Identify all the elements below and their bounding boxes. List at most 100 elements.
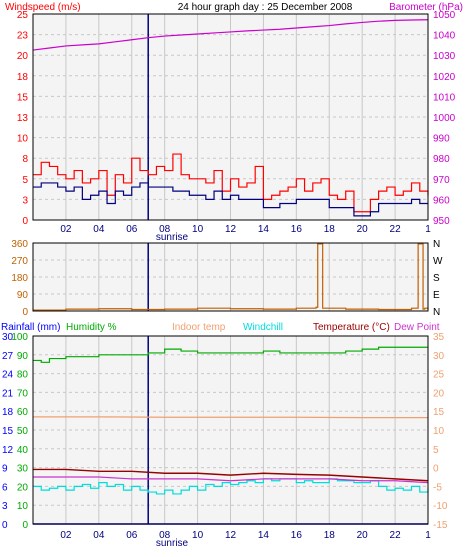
barometer-tick-label: 1030	[433, 51, 456, 62]
direction-degrees-tick-label: 270	[11, 256, 28, 267]
temperature-x-tick-label: 12	[225, 530, 237, 541]
direction-degrees-tick-label: 180	[11, 273, 28, 284]
humidity-tick-label: 60	[17, 407, 29, 418]
panel-frames	[32, 13, 429, 525]
legend-humidity: Humidity %	[66, 322, 117, 333]
barometer-tick-label: 990	[433, 134, 450, 145]
temperature-tick-label: 25	[433, 370, 445, 381]
humidity-tick-label: 80	[17, 370, 29, 381]
barometer-line	[32, 19, 429, 51]
temperature-x-tick-label: 02	[60, 530, 72, 541]
rainfall-tick-label: 3	[2, 501, 8, 512]
temperature-x-tick-label: 1	[425, 530, 431, 541]
wind-x-tick-label: 02	[60, 224, 72, 235]
temperature-x-tick-label: 14	[258, 530, 270, 541]
temperature-x-tick-label: 06	[126, 530, 138, 541]
wind-average-line	[33, 182, 428, 217]
barometer-tick-label: 980	[433, 154, 450, 165]
temperature-tick-label: 20	[433, 388, 445, 399]
legend-indoor-temp: Indoor temp	[172, 322, 226, 333]
direction-compass-tick-label: N	[433, 307, 440, 318]
chart-title: 24 hour graph day : 25 December 2008	[178, 2, 353, 13]
direction-compass-tick-label: N	[433, 239, 440, 250]
barometer-tick-label: 950	[433, 216, 450, 227]
rainfall-tick-label: 6	[2, 482, 8, 493]
sunrise-label-top: sunrise	[156, 232, 189, 243]
direction-compass-tick-label: S	[433, 273, 440, 284]
sunrise-label-bottom: sunrise	[156, 538, 189, 549]
direction-compass-tick-label: E	[433, 290, 440, 301]
temperature-x-tick-label: 04	[93, 530, 105, 541]
barometer-tick-label: 1020	[433, 72, 456, 83]
ylabel-barometer: Barometer (hPa)	[389, 2, 463, 13]
rainfall-tick-label: 15	[2, 426, 14, 437]
temperature-x-tick-label: 08	[159, 530, 171, 541]
temperature-panel-frame	[32, 335, 429, 525]
wind-x-tick-label: 06	[126, 224, 138, 235]
wind-gust-line	[33, 153, 429, 213]
temperature-tick-label: -10	[433, 501, 448, 512]
windspeed-tick-label: 8	[22, 154, 28, 165]
windspeed-tick-label: 23	[17, 31, 29, 42]
windspeed-tick-label: 18	[17, 72, 29, 83]
temperature-line	[33, 468, 429, 482]
barometer-tick-label: 970	[433, 175, 450, 186]
temperature-tick-label: 5	[433, 445, 439, 456]
temperature-tick-label: -15	[433, 520, 448, 531]
rainfall-tick-label: 9	[2, 464, 8, 475]
direction-panel-frame	[32, 242, 429, 312]
temperature-tick-label: 10	[433, 426, 445, 437]
wind-x-tick-label: 18	[324, 224, 336, 235]
temperature-tick-label: 15	[433, 407, 445, 418]
temperature-tick-label: 30	[433, 351, 445, 362]
humidity-tick-label: 100	[11, 332, 28, 343]
rainfall-tick-label: 12	[2, 445, 14, 456]
barometer-tick-label: 1010	[433, 92, 456, 103]
barometer-tick-label: 960	[433, 195, 450, 206]
rainfall-tick-label: 0	[2, 520, 8, 531]
temperature-tick-label: -5	[433, 482, 442, 493]
windspeed-tick-label: 3	[22, 195, 28, 206]
humidity-tick-label: 10	[17, 501, 29, 512]
humidity-tick-label: 0	[22, 520, 28, 531]
barometer-tick-label: 1040	[433, 31, 456, 42]
wind-x-tick-label: 1	[425, 224, 431, 235]
rainfall-tick-label: 24	[2, 370, 14, 381]
ylabel-windspeed: Windspeed (m/s)	[5, 2, 81, 13]
dew-point-line	[33, 476, 429, 484]
humidity-tick-label: 50	[17, 426, 29, 437]
rainfall-tick-label: 18	[2, 407, 14, 418]
wind-x-tick-label: 10	[192, 224, 204, 235]
legend-temperature: Temperature (°C)	[313, 322, 390, 333]
wind-x-tick-label: 16	[291, 224, 303, 235]
humidity-tick-label: 20	[17, 482, 29, 493]
rainfall-tick-label: 27	[2, 351, 14, 362]
direction-compass-tick-label: W	[433, 256, 443, 267]
windchill-line	[33, 478, 429, 495]
windspeed-tick-label: 25	[17, 10, 29, 21]
windspeed-tick-label: 15	[17, 92, 29, 103]
windspeed-tick-label: 20	[17, 51, 29, 62]
direction-degrees-tick-label: 360	[11, 239, 28, 250]
wind-x-tick-label: 04	[93, 224, 105, 235]
humidity-tick-label: 30	[17, 464, 29, 475]
humidity-tick-label: 70	[17, 388, 29, 399]
direction-degrees-tick-label: 0	[22, 307, 28, 318]
legend-dew-point: Dew Point	[394, 322, 440, 333]
temperature-x-tick-label: 18	[324, 530, 336, 541]
humidity-line	[33, 346, 428, 363]
barometer-tick-label: 1000	[433, 113, 456, 124]
humidity-tick-label: 40	[17, 445, 29, 456]
windspeed-tick-label: 0	[22, 216, 28, 227]
wind-direction-line	[33, 243, 429, 311]
temperature-x-tick-label: 22	[390, 530, 402, 541]
temperature-tick-label: 35	[433, 332, 445, 343]
grid-lines	[33, 14, 428, 524]
labels: 24 hour graph day : 25 December 2008 Win…	[1, 2, 463, 549]
wind-x-tick-label: 08	[159, 224, 171, 235]
temperature-tick-label: 0	[433, 464, 439, 475]
direction-degrees-tick-label: 90	[17, 290, 29, 301]
wind-x-tick-label: 20	[357, 224, 369, 235]
indoor-temp-line	[33, 416, 428, 419]
